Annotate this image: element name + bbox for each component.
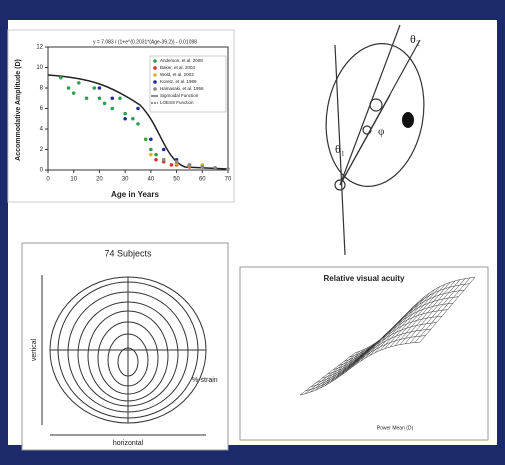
acuity-x-label: Power Mean (D) — [377, 425, 414, 431]
strain-label: %-strain — [192, 377, 218, 384]
data-point — [188, 163, 192, 167]
data-point — [149, 137, 153, 141]
data-point — [154, 153, 158, 157]
data-point — [162, 158, 166, 162]
data-point — [154, 158, 158, 162]
data-point — [131, 117, 135, 121]
x-tick-label: 50 — [173, 177, 180, 183]
data-point — [162, 148, 166, 152]
acuity-title: Relative visual acuity — [324, 274, 405, 283]
x-tick-label: 20 — [96, 177, 103, 183]
data-point — [59, 76, 63, 80]
data-point — [123, 117, 127, 121]
data-point — [213, 166, 217, 170]
x-tick-label: 60 — [199, 177, 206, 183]
data-point — [77, 81, 81, 85]
x-tick-label: 40 — [148, 177, 155, 183]
y-tick-label: 12 — [36, 45, 43, 51]
legend-swatch — [153, 66, 157, 70]
data-point — [226, 167, 230, 171]
theta2: θ₂ — [410, 32, 420, 46]
legend-label: LOESS Function — [160, 100, 194, 105]
legend-label: Hamasaki, et al. 1956 — [160, 86, 204, 91]
data-point — [170, 163, 174, 167]
theta1: θ₁ — [335, 142, 345, 156]
legend-label: Wold, et al. 2003 — [160, 72, 194, 77]
data-point — [123, 112, 127, 116]
legend-swatch — [153, 87, 157, 91]
y-tick-label: 10 — [36, 65, 43, 71]
data-point — [200, 165, 204, 169]
legend-label: Koretz, et al. 1989 — [160, 79, 197, 84]
legend-swatch — [153, 80, 157, 84]
data-point — [175, 160, 179, 164]
data-point — [67, 86, 71, 90]
data-point — [118, 96, 122, 100]
y-axis-label: Accommodative Amplitude (D) — [15, 59, 22, 161]
collage: y = 7.083 / (1+e^(0.2031*(Age-39.2)) - 0… — [0, 0, 505, 465]
phi: φ — [378, 126, 384, 138]
data-point — [72, 91, 76, 95]
horizontal-label: horizontal — [113, 440, 144, 447]
data-point — [98, 96, 102, 100]
legend-label: Baker, et al. 2004 — [160, 65, 196, 70]
legend-swatch — [153, 73, 157, 77]
data-point — [98, 86, 102, 90]
legend-label: Sigmoidal Function — [160, 93, 199, 98]
data-point — [103, 102, 107, 106]
strain-panel — [22, 243, 228, 450]
x-axis-label: Age in Years — [111, 190, 159, 199]
formula: y = 7.083 / (1+e^(0.2031*(Age-39.2)) - 0… — [93, 39, 197, 45]
data-point — [136, 107, 140, 111]
data-point — [149, 153, 153, 157]
data-point — [110, 96, 114, 100]
data-point — [92, 86, 96, 90]
strain-title: 74 Subjects — [104, 248, 152, 258]
x-tick-label: 70 — [225, 177, 232, 183]
legend-swatch — [153, 59, 157, 63]
data-point — [144, 137, 148, 141]
legend-label: Anderson, et al. 2008 — [160, 58, 203, 63]
data-point — [136, 122, 140, 126]
x-tick-label: 30 — [122, 177, 129, 183]
data-point — [85, 96, 89, 100]
x-tick-label: 10 — [70, 177, 77, 183]
vertical-label: vertical — [31, 338, 38, 361]
data-point — [110, 107, 114, 111]
data-point — [149, 148, 153, 152]
pupil — [402, 112, 414, 128]
